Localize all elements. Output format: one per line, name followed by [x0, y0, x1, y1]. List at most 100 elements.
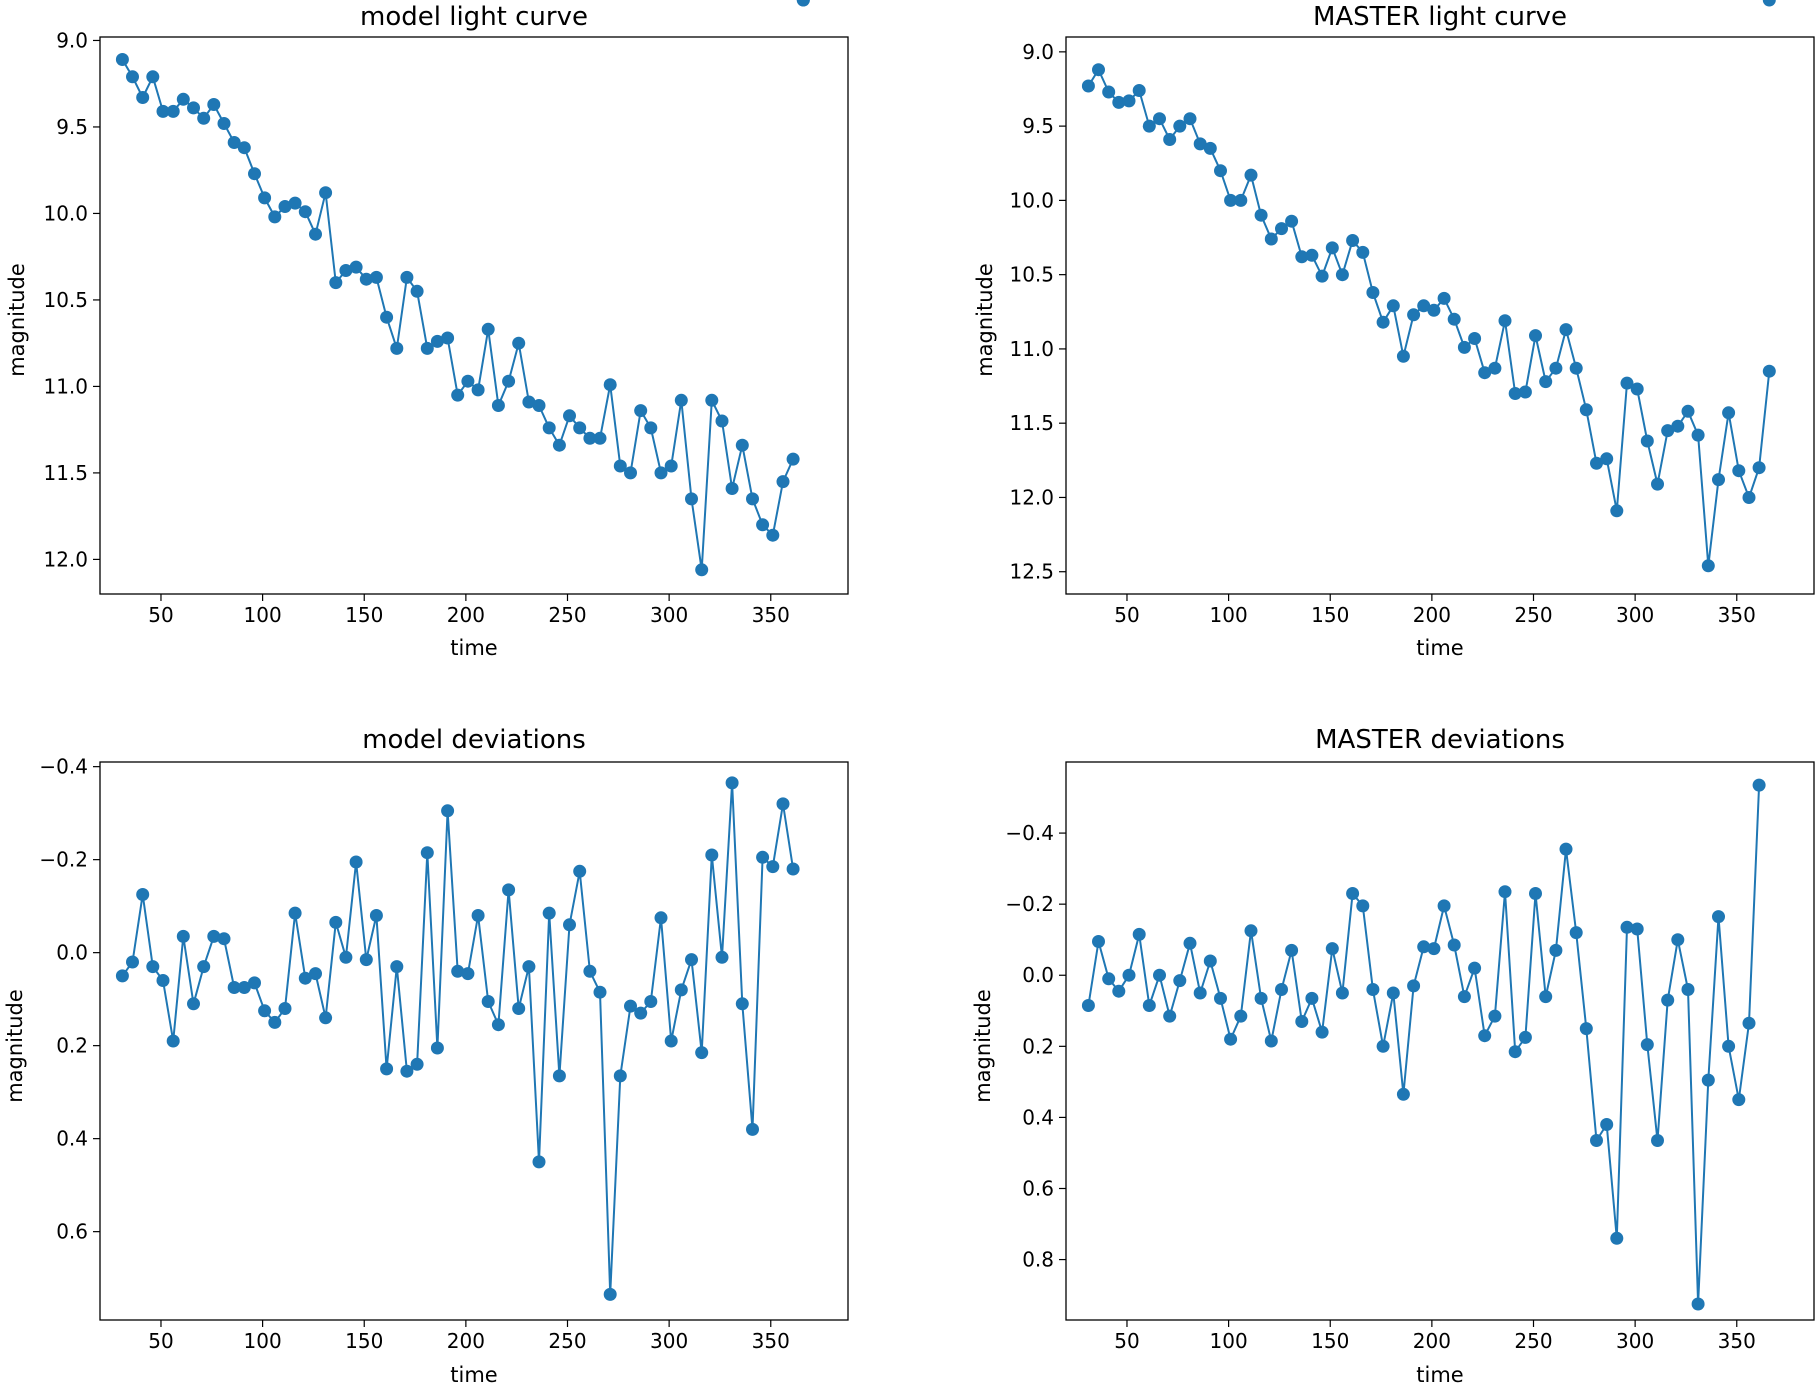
data-point [339, 950, 353, 964]
data-point [512, 1002, 526, 1015]
data-point [1386, 986, 1400, 1000]
axes-frame [1065, 761, 1815, 1321]
data-point [1661, 993, 1675, 1007]
data-point [1498, 314, 1512, 328]
y-tick-label: 9.5 [1022, 114, 1054, 138]
data-point [126, 70, 139, 84]
x-tick-label: 50 [1114, 603, 1139, 627]
data-point [1620, 920, 1634, 934]
data-point [664, 1034, 678, 1048]
data-point [644, 995, 658, 1008]
x-tick-label: 200 [1413, 603, 1451, 627]
data-point [1457, 340, 1471, 354]
y-tick-label: 10.5 [1009, 263, 1054, 287]
x-tick-label: 250 [548, 1329, 586, 1353]
data-point [583, 431, 597, 445]
data-point [1712, 473, 1725, 487]
data-point [237, 981, 251, 994]
x-tick-label: 150 [345, 1329, 383, 1353]
y-tick-label: 12.0 [43, 547, 88, 571]
data-point [593, 431, 607, 445]
data-point [1762, 0, 1776, 7]
data-point [1620, 376, 1634, 390]
data-point [491, 1018, 505, 1032]
data-point [451, 388, 465, 402]
data-point [1569, 361, 1583, 375]
data-point [542, 906, 556, 920]
x-tick-label: 200 [447, 603, 485, 627]
y-tick-label: 12.0 [1009, 485, 1054, 509]
chart-title: model deviations [362, 725, 586, 755]
x-axis-label: time [450, 1363, 497, 1385]
y-tick-label: 0.2 [1022, 1034, 1054, 1058]
data-point [532, 1155, 546, 1169]
data-point [786, 862, 800, 876]
data-point [227, 136, 241, 149]
axes-frame [99, 761, 849, 1321]
data-point [237, 141, 251, 155]
data-point [1417, 299, 1431, 313]
data-point [502, 883, 516, 897]
data-point [1254, 208, 1268, 222]
data-point [1590, 456, 1603, 470]
data-point [1203, 954, 1217, 968]
data-point [451, 964, 465, 978]
x-tick-label: 200 [447, 1329, 485, 1353]
x-tick-label: 50 [148, 603, 173, 627]
data-point [542, 421, 556, 435]
y-tick-label: 0.6 [56, 1220, 88, 1244]
data-point [715, 950, 729, 964]
data-point [1590, 1134, 1603, 1147]
data-point [1407, 979, 1421, 993]
data-point [197, 111, 211, 125]
data-point [786, 452, 800, 466]
data-point [1112, 984, 1126, 998]
data-point [115, 53, 129, 66]
data-point [502, 374, 516, 388]
data-point [369, 909, 383, 922]
data-point [685, 953, 698, 967]
data-point [146, 70, 160, 84]
data-point [217, 117, 231, 130]
y-tick-label: 0.8 [1022, 1248, 1054, 1272]
data-point [1305, 991, 1319, 1005]
data-point [420, 846, 434, 860]
data-point [1295, 1015, 1309, 1028]
data-point [756, 850, 770, 864]
data-point [613, 459, 627, 473]
x-tick-label: 350 [752, 1329, 790, 1353]
data-point [1417, 940, 1431, 954]
data-point [695, 1046, 709, 1060]
data-point [715, 414, 729, 428]
y-tick-label: 11.5 [1009, 411, 1054, 435]
data-point [1396, 349, 1410, 363]
data-point [1183, 936, 1197, 950]
data-point [410, 1057, 424, 1071]
data-point [603, 378, 617, 392]
data-point [563, 918, 576, 932]
x-tick-label: 150 [1311, 603, 1349, 627]
data-point [1488, 361, 1502, 375]
x-tick-label: 100 [244, 603, 282, 627]
data-point [1376, 1039, 1390, 1053]
data-point [1732, 464, 1746, 478]
data-point [1122, 94, 1136, 108]
data-point [1549, 943, 1563, 957]
data-point [126, 955, 139, 969]
data-point [146, 960, 160, 974]
x-axis-label: time [1416, 1363, 1463, 1385]
y-tick-label: 0.4 [1022, 1105, 1054, 1129]
data-point [1081, 999, 1095, 1012]
data-point [471, 383, 485, 397]
data-point [461, 374, 475, 388]
panel-master-deviations: MASTER deviations time magnitude 50 100 15… [971, 0, 1815, 1385]
data-point [1275, 222, 1288, 236]
data-point [1579, 403, 1593, 417]
data-point [1681, 983, 1695, 996]
x-tick-label: 350 [1718, 603, 1756, 627]
y-tick-label: 11.0 [43, 374, 88, 398]
data-point [685, 492, 698, 506]
data-point [674, 983, 688, 997]
data-point [1214, 991, 1227, 1005]
x-tick-label: 300 [650, 603, 688, 627]
